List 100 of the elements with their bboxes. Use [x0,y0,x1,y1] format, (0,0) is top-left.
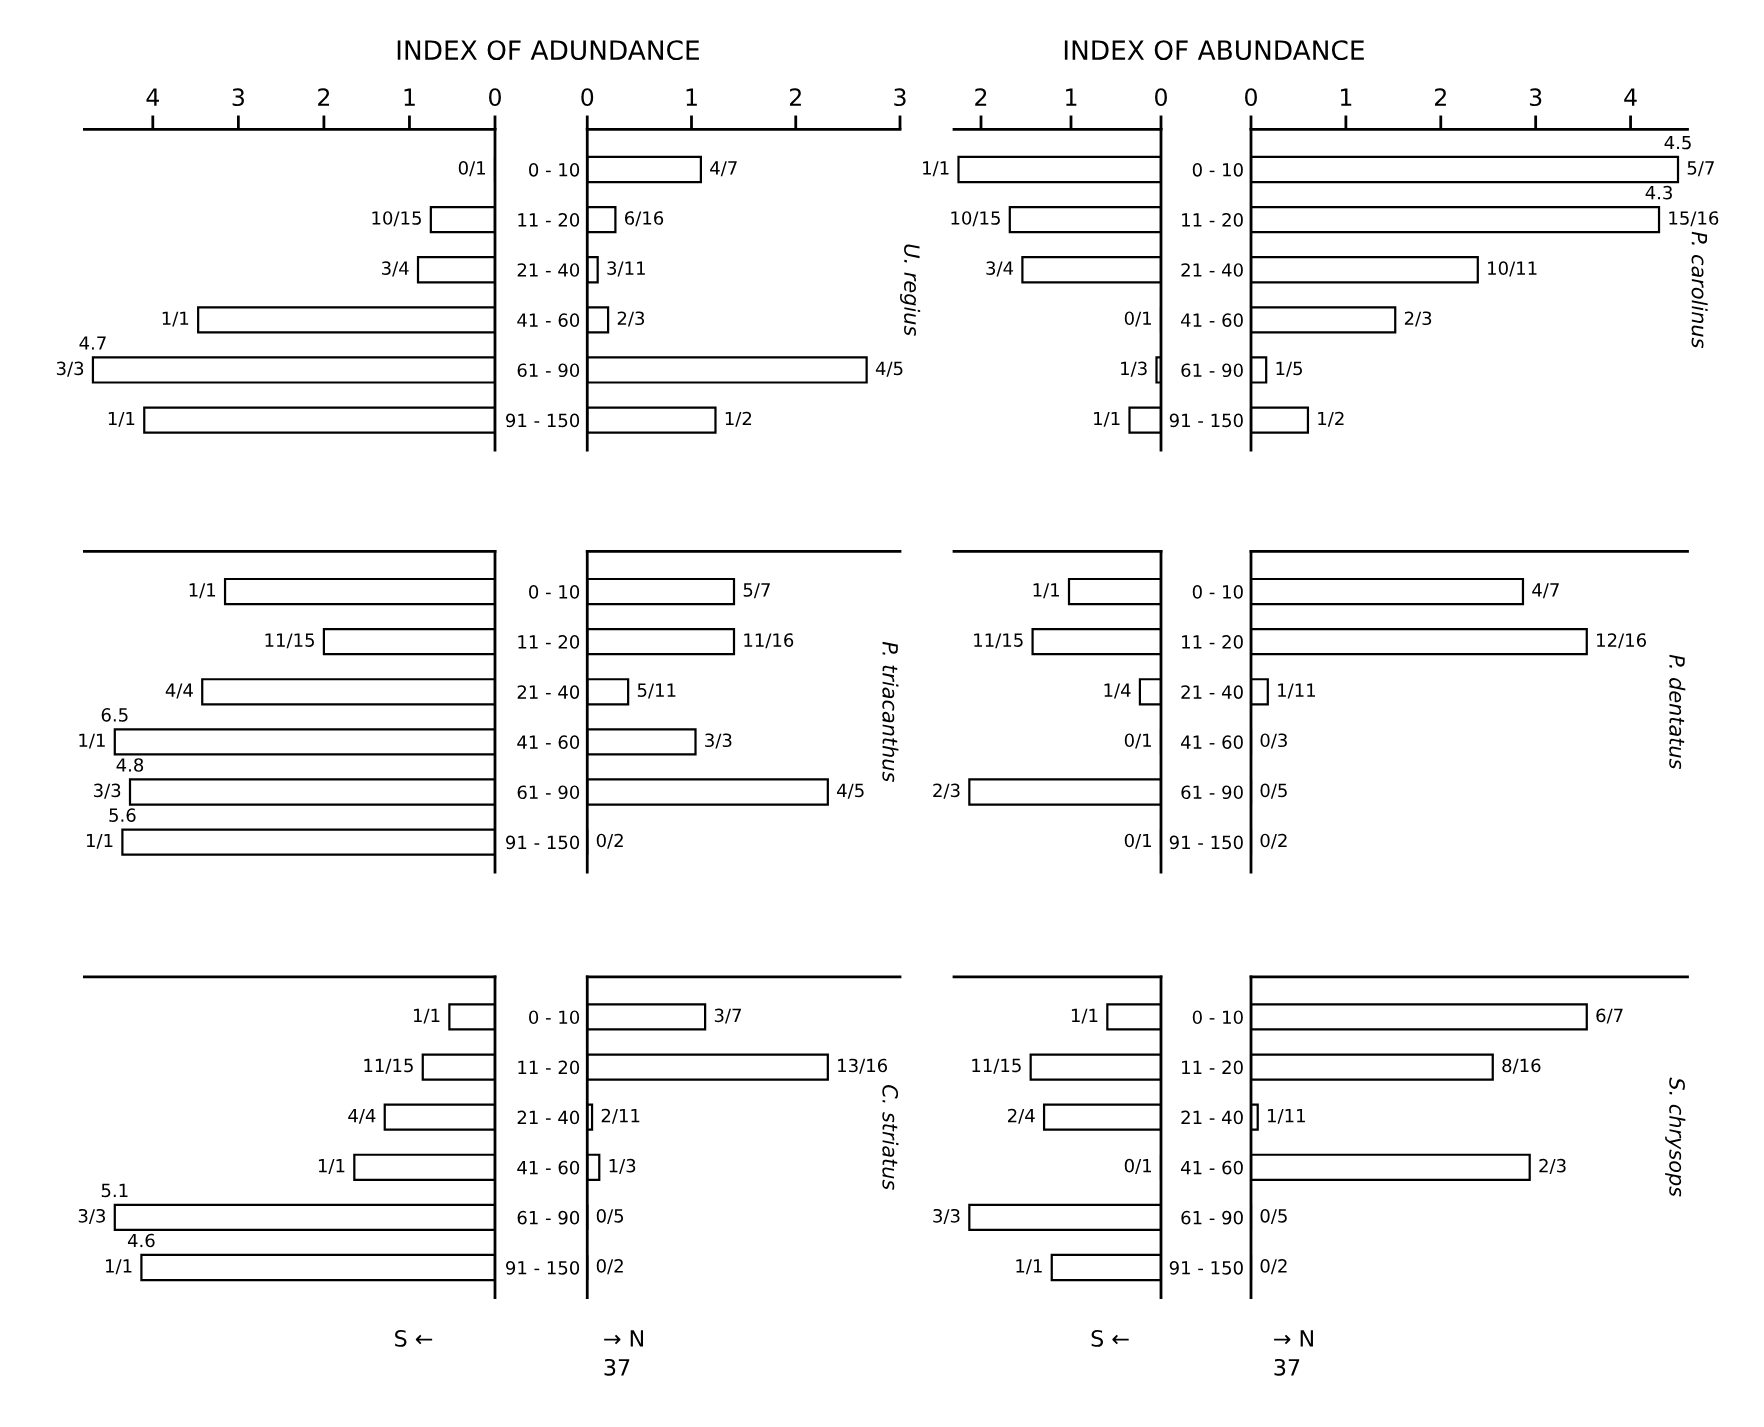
annotation: 1/2 [725,411,752,427]
y-tick-label: 61 - 90 [517,785,580,800]
annotation: 0/1 [1124,833,1151,849]
annotation: 5/7 [1687,161,1714,177]
y-tick-label: 61 - 90 [517,363,580,378]
y-tick-label: 91 - 150 [506,835,580,850]
y-tick-label: 61 - 90 [517,1210,580,1225]
annotation: 5/7 [743,583,770,599]
annotation: 6/7 [1596,1008,1623,1024]
y-tick-label: 41 - 60 [517,1160,580,1175]
annotation: 1/1 [1016,1259,1042,1275]
annotation: 0/2 [1260,833,1287,849]
text: 37 [1274,1358,1300,1376]
annotation: 12/16 [1597,633,1646,649]
annotation: 15/16 [1669,211,1719,227]
y-tick-label: 21 - 40 [1181,1110,1243,1125]
annotation: 1/1 [413,1008,440,1024]
annotation: 0/5 [1260,1208,1287,1225]
x-tick-label: 0 [1155,88,1167,107]
annotation: 3/3 [705,733,732,749]
x-tick-label: 0 [489,88,501,107]
annotation: 1/1 [1071,1008,1098,1024]
y-tick-label: 41 - 60 [1181,735,1243,749]
y-tick-label: 21 - 40 [517,263,580,277]
y-tick-label: 21 - 40 [1181,685,1243,699]
annotation: 1/11 [1278,683,1315,699]
y-tick-label: 41 - 60 [517,313,580,327]
annotation: 4/4 [165,683,193,699]
annotation: 1/1 [189,583,216,599]
annotation: 5.1 [101,1183,128,1198]
annotation: 2/3 [617,311,645,327]
annotation: 1/1 [106,1259,132,1275]
x-tick-label: 4 [146,88,159,106]
annotation: 0/1 [1124,1158,1151,1174]
annotation: 0/5 [1260,783,1287,799]
y-tick-label: 0 - 10 [1192,162,1243,177]
annotation: 4/5 [837,783,864,799]
x-tick-label: 3 [1529,88,1542,107]
annotation: 1/1 [162,311,189,327]
annotation: 4/7 [710,161,737,177]
text: INDEX OF ABUNDANCE [1064,40,1364,61]
annotation: 3/3 [78,1208,106,1225]
annotation: 1/1 [86,833,113,849]
annotation: 4.3 [1645,185,1672,200]
annotation: 4/4 [348,1108,376,1124]
text: S ← [395,1330,433,1347]
annotation: 3/4 [986,261,1014,277]
text: U. regius [900,244,921,336]
annotation: 1/3 [609,1158,636,1174]
y-tick-label: 61 - 90 [1181,1210,1243,1225]
x-tick-label: 4 [1624,88,1637,106]
y-tick-label: 11 - 20 [1182,635,1243,649]
annotation: 4.7 [79,336,106,350]
y-tick-label: 41 - 60 [1181,1160,1243,1175]
annotation: 11/15 [972,1058,1021,1074]
annotation: 1/11 [1268,1108,1305,1124]
annotation: 3/7 [714,1008,741,1024]
text: → N [1274,1330,1313,1347]
y-tick-label: 41 - 60 [1181,313,1243,327]
annotation: 0/1 [1124,311,1151,327]
annotation: 4/7 [1532,583,1559,599]
annotation: 6/16 [624,211,664,227]
x-tick-label: 0 [1245,88,1257,107]
x-tick-label: 2 [789,88,801,106]
annotation: 3/4 [381,261,409,277]
annotation: 5/11 [637,683,676,699]
annotation: 4.6 [127,1233,155,1248]
annotation: 5.6 [109,808,136,822]
annotation: 3/11 [607,261,645,277]
annotation: 1/1 [79,733,105,749]
annotation: 11/15 [974,633,1023,649]
annotation: 1/4 [1104,683,1131,699]
annotation: 3/3 [933,1208,960,1225]
annotation: 10/15 [951,211,1000,227]
text: C. striatus [882,1085,899,1190]
y-tick-label: 11 - 20 [518,635,580,649]
y-tick-label: 11 - 20 [518,1060,580,1075]
text: S. chrysops [1665,1077,1686,1197]
text: 37 [604,1358,630,1376]
y-tick-label: 0 - 10 [1192,584,1243,599]
annotation: 11/16 [744,633,794,649]
annotation: 10/15 [372,211,421,227]
y-tick-label: 61 - 90 [1181,785,1243,800]
annotation: 0/5 [596,1208,624,1225]
x-tick-label: 2 [318,88,330,106]
y-tick-label: 21 - 40 [517,685,580,699]
annotation: 0/2 [596,833,623,849]
annotation: 1/2 [1318,411,1344,427]
y-tick-label: 0 - 10 [1192,1010,1243,1025]
annotation: 1/1 [1094,411,1120,427]
annotation: 0/2 [1260,1259,1287,1275]
annotation: 2/4 [1008,1108,1035,1124]
x-tick-label: 2 [1435,88,1446,106]
annotation: 3/3 [56,361,84,377]
x-tick-label: 0 [581,88,594,107]
y-tick-label: 91 - 150 [1169,835,1243,850]
y-tick-label: 21 - 40 [517,1110,580,1125]
text: P. carolinus [1691,231,1708,349]
x-tick-label: 1 [404,88,415,106]
x-tick-label: 3 [232,88,244,107]
